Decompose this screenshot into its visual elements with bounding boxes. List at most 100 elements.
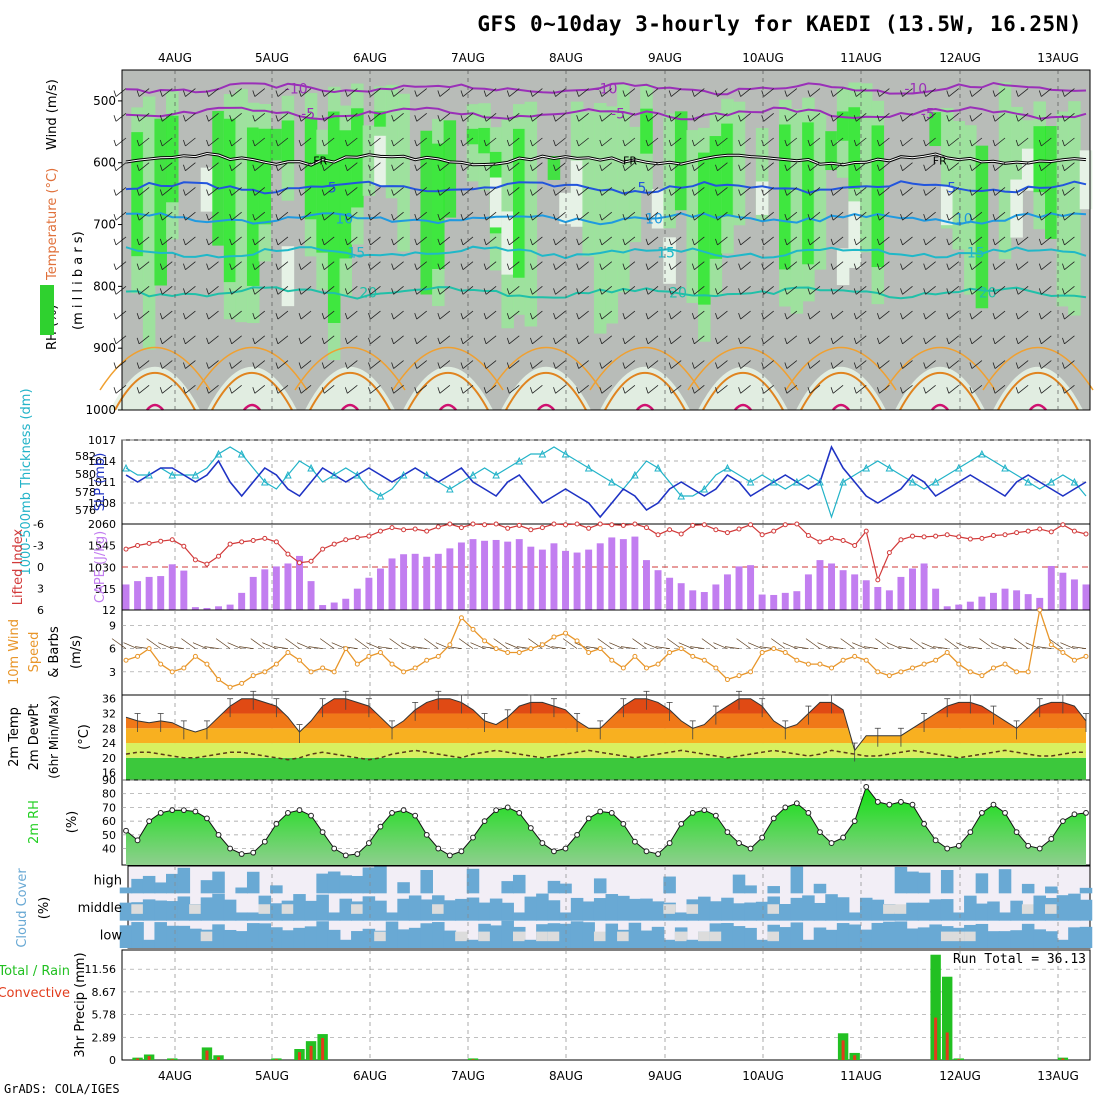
wind-speed-point — [944, 650, 950, 655]
upper-wind-barb — [717, 335, 728, 345]
isotherm-label: -10 — [595, 82, 618, 98]
upper-wind-barb-flag — [807, 115, 811, 122]
cape-bar — [319, 605, 327, 610]
upper-wind-barb-flag — [206, 337, 209, 344]
upper-wind-barb-flag — [1038, 387, 1042, 394]
upper-wind-barb — [786, 360, 798, 369]
cloud-cell-low — [166, 925, 179, 948]
upper-wind-barb-flag — [738, 387, 741, 394]
rh-dry-pocket — [1079, 150, 1093, 210]
upper-wind-barb-flag — [622, 288, 626, 295]
upper-wind-barb-flag — [530, 214, 533, 221]
upper-wind-barb-flag — [622, 214, 626, 221]
upper-wind-barb — [1064, 162, 1075, 172]
upper-wind-barb-flag — [252, 115, 256, 122]
cape-bar — [446, 548, 454, 610]
upper-wind-barb-flag — [784, 164, 788, 171]
upper-wind-barb-flag — [321, 189, 325, 196]
upper-wind-barb — [740, 187, 751, 196]
upper-wind-barb — [347, 211, 358, 221]
upper-wind-barb-flag — [853, 337, 857, 344]
upper-wind-barb-flag — [275, 288, 279, 295]
upper-wind-barb — [578, 137, 589, 147]
upper-wind-barb-flag — [1062, 189, 1065, 196]
upper-wind-barb-flag — [159, 387, 163, 394]
li-point — [643, 525, 649, 531]
isotherm-30 — [407, 371, 489, 411]
cloud-cell-middle — [408, 895, 422, 921]
upper-wind-barb-flag — [437, 387, 441, 394]
upper-wind-barb-flag — [483, 189, 487, 196]
upper-wind-barb — [115, 384, 127, 394]
upper-wind-barb-flag — [1038, 312, 1042, 320]
wind-tick-label: 6 — [109, 643, 116, 656]
upper-wind-barb — [601, 236, 613, 246]
cape-bar — [735, 566, 743, 610]
cloud-gap — [617, 931, 630, 942]
upper-wind-barb — [809, 137, 821, 147]
upper-wind-barb — [370, 187, 381, 196]
cloud-cell-middle — [987, 901, 1000, 921]
upper-wind-barb — [115, 286, 127, 295]
precip-convective-bar — [274, 1059, 278, 1060]
rh-dry-pocket — [559, 192, 572, 225]
wind-barb — [921, 642, 936, 649]
cloud-cell-low — [744, 927, 757, 948]
cloud-gap — [883, 904, 896, 914]
cloud-cell-high — [327, 871, 341, 894]
upper-wind-barb — [462, 112, 474, 122]
thickness-point — [723, 463, 732, 472]
upper-wind-barb — [1017, 384, 1029, 394]
bottom-date-label: 5AUG — [255, 1069, 289, 1083]
li-point — [192, 557, 198, 563]
isotherm-35 — [537, 403, 555, 411]
cloud-cell-low — [1033, 929, 1046, 948]
cloud-cell-high — [501, 881, 514, 894]
cloud-cell-high — [906, 871, 919, 894]
upper-wind-barb-flag — [784, 238, 788, 246]
upper-wind-barb — [717, 310, 728, 320]
upper-wind-barb — [300, 360, 312, 369]
upper-wind-barb-flag — [530, 238, 533, 246]
upper-wind-barb — [439, 261, 451, 270]
upper-wind-barb-flag — [506, 387, 510, 394]
rh-point — [979, 810, 985, 816]
upper-wind-barb — [694, 335, 705, 345]
upper-wind-barb-flag — [344, 263, 348, 270]
wind-speed-point — [505, 650, 511, 655]
upper-wind-barb — [370, 162, 381, 172]
upper-wind-barb-flag — [830, 263, 834, 270]
upper-wind-barb — [717, 137, 728, 147]
upper-wind-barb-flag — [183, 214, 186, 221]
upper-wind-barb-flag — [738, 288, 741, 295]
rh-dry-pocket — [374, 135, 387, 186]
upper-wind-barb-flag — [830, 189, 834, 196]
upper-wind-barb — [948, 137, 960, 147]
upper-wind-barb-flag — [183, 263, 186, 270]
upper-wind-barb — [162, 137, 173, 147]
upper-wind-barb-flag — [1062, 90, 1065, 97]
isotherm-label: 15 — [657, 245, 675, 261]
li-point — [389, 525, 395, 531]
wind-speed-point — [1060, 650, 1066, 655]
cloud-cell-low — [987, 931, 1000, 948]
cloud-cell-low — [1045, 931, 1058, 948]
wind-speed-point — [586, 650, 592, 655]
cloud-cell-middle — [177, 896, 191, 921]
li-point — [204, 561, 210, 567]
upper-wind-barb-flag — [136, 312, 140, 320]
cape-bar — [1013, 590, 1021, 610]
upper-wind-barb — [185, 335, 196, 345]
upper-wind-barb — [231, 261, 242, 270]
upper-wind-barb-flag — [807, 214, 811, 221]
upper-wind-barb — [323, 335, 335, 345]
upper-wind-barb — [740, 88, 751, 97]
upper-wind-barb-flag — [553, 238, 556, 246]
rh-point — [180, 807, 187, 814]
cloud-cell-low — [663, 939, 676, 948]
upper-wind-barb — [948, 187, 960, 196]
rh-point — [666, 840, 673, 846]
boundary-layer-dry-bump — [600, 366, 690, 410]
thickness-point — [908, 477, 917, 486]
rh-point — [921, 820, 927, 827]
